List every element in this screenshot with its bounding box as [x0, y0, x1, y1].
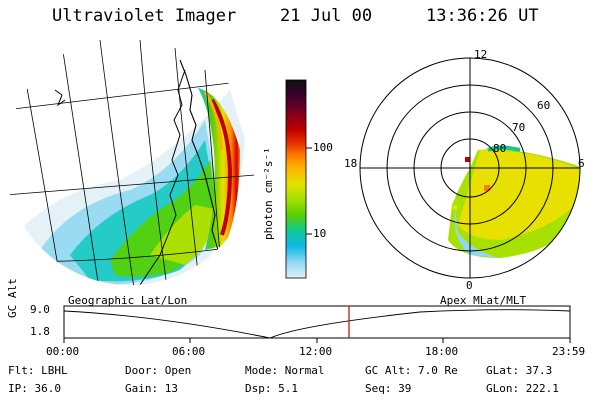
mlat-label-60: 60	[537, 99, 551, 112]
colorbar-tick-100: 100	[313, 141, 333, 154]
footer-glat: GLat: 37.3	[486, 364, 553, 377]
colorbar-tick-10: 10	[313, 227, 327, 240]
mlt-label-0: 0	[466, 279, 473, 292]
date-label: 21 Jul 00	[280, 6, 373, 26]
apex-panel-label: Apex MLat/MLT	[440, 294, 527, 307]
timeline-xtick-0600: 06:00	[172, 345, 206, 358]
colorbar-unit-label: photon cm⁻²s⁻¹	[262, 147, 275, 240]
colorbar	[285, 79, 307, 279]
timeline-ylabel: GC Alt	[6, 278, 19, 318]
footer-mode: Mode: Normal	[245, 364, 325, 377]
timeline-xtick-0000: 00:00	[46, 345, 80, 358]
timeline-xtick-1800: 18:00	[425, 345, 459, 358]
mlat-label-80: 80	[493, 142, 507, 155]
mlat-label-70: 70	[512, 121, 526, 134]
time-label: 13:36:26 UT	[426, 6, 539, 26]
footer-dsp: Dsp: 5.1	[245, 382, 298, 395]
geographic-panel-label: Geographic Lat/Lon	[68, 294, 188, 307]
altitude-timeline	[63, 305, 571, 343]
footer-glon: GLon: 222.1	[486, 382, 559, 395]
instrument-title: Ultraviolet Imager	[52, 6, 237, 26]
footer-flt: Flt: LBHL	[8, 364, 68, 377]
timeline-xtick-2359: 23:59	[552, 345, 586, 358]
polar-plot	[359, 57, 581, 279]
mlt-label-6: 6	[578, 157, 585, 170]
timeline-xtick-1200: 12:00	[299, 345, 333, 358]
footer-gc-alt: GC Alt: 7.0 Re	[365, 364, 458, 377]
timeline-ytick-top: 9.0	[30, 303, 50, 316]
footer-gain: Gain: 13	[125, 382, 178, 395]
mlt-label-12: 12	[474, 48, 488, 61]
mlt-label-18: 18	[344, 157, 358, 170]
footer-ip: IP: 36.0	[8, 382, 61, 395]
timeline-ytick-bottom: 1.8	[30, 325, 50, 338]
footer-door: Door: Open	[125, 364, 192, 377]
footer-seq: Seq: 39	[365, 382, 412, 395]
geographic-map	[5, 39, 255, 285]
